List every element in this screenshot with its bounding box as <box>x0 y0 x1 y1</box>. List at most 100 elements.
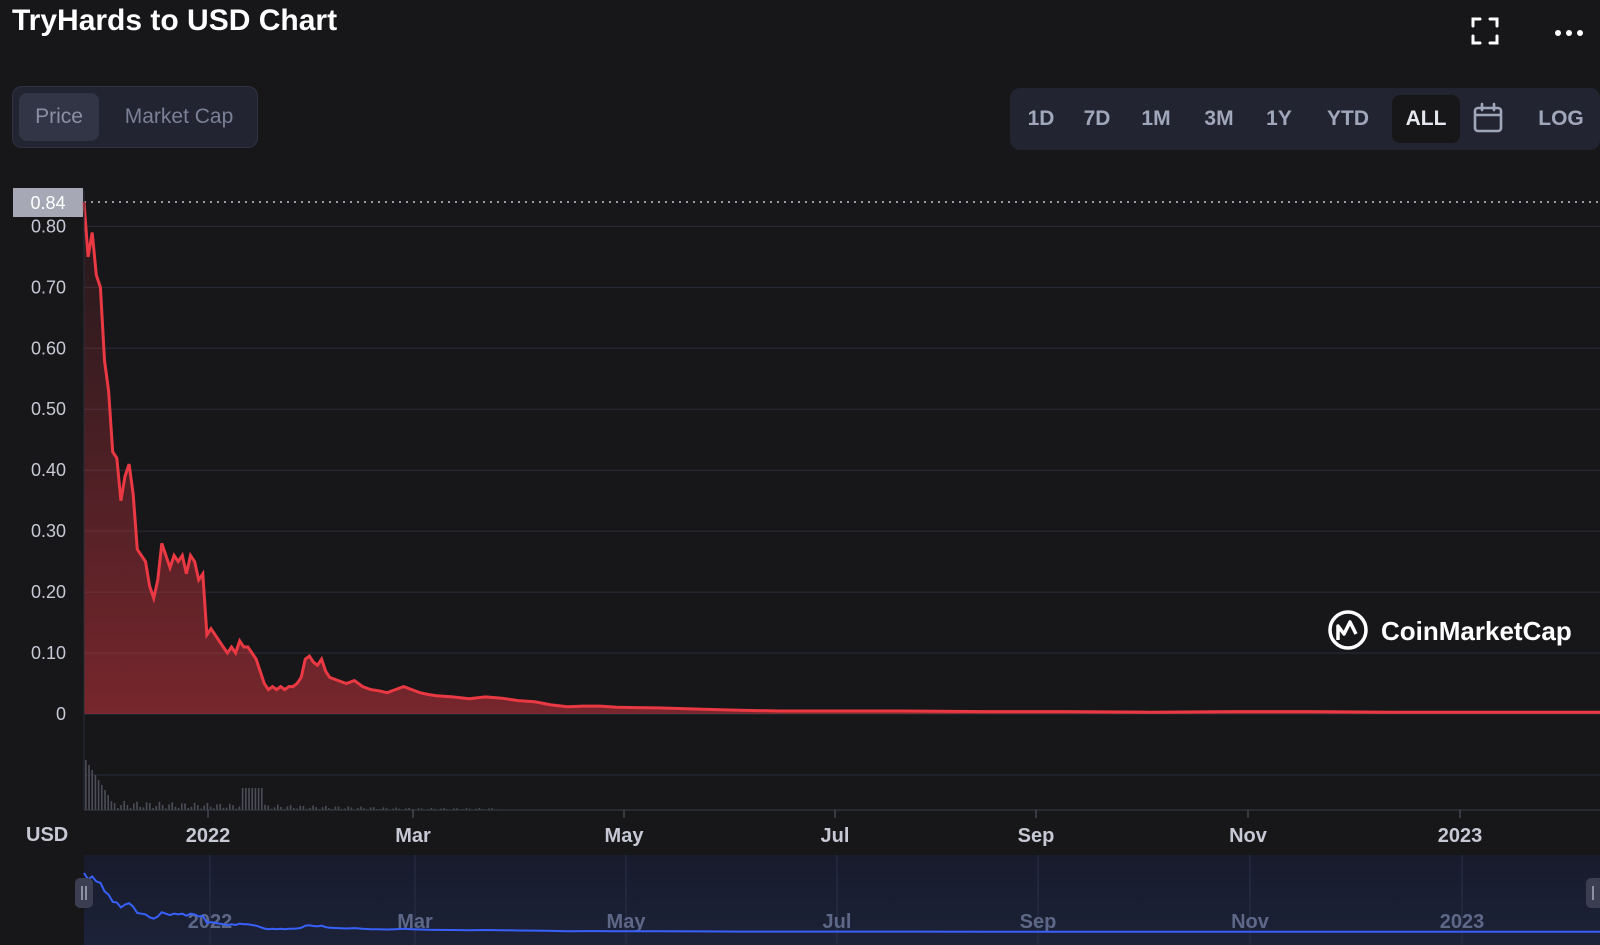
navigator-label: Jul <box>823 911 852 933</box>
range-7d[interactable]: 7D <box>1083 107 1111 130</box>
y-tick-label: 0.20 <box>31 582 66 602</box>
volume-bar <box>475 808 477 810</box>
fullscreen-icon[interactable] <box>1470 16 1500 46</box>
volume-bar <box>277 804 279 810</box>
x-tick-label: Sep <box>1018 825 1055 847</box>
y-tick-label: 0.80 <box>31 216 66 236</box>
volume-bar <box>478 808 481 810</box>
volume-bar <box>200 808 202 810</box>
y-unit-label: USD <box>26 824 68 846</box>
price-area-fill <box>84 202 1600 714</box>
volume-bar <box>184 803 186 810</box>
volume-bar <box>421 808 423 810</box>
grid-lines <box>84 225 1600 776</box>
calendar-icon[interactable] <box>1472 102 1504 134</box>
volume-bar <box>171 802 173 810</box>
volume-bar <box>363 808 365 810</box>
volume-bar <box>312 805 314 810</box>
volume-bar <box>222 807 225 810</box>
navigator-labels: 2022 Mar May Jul Sep Nov 2023 <box>188 911 1485 933</box>
navigator-label: May <box>607 911 647 933</box>
y-tick-label: 0.50 <box>31 399 66 419</box>
volume-bar <box>315 807 317 810</box>
volume-bar <box>270 808 273 810</box>
volume-bar <box>113 802 116 810</box>
volume-bar <box>149 803 151 810</box>
volume-bar <box>235 808 237 810</box>
x-tick-label: May <box>605 825 645 847</box>
volume-bar <box>129 808 132 810</box>
volume-bar <box>405 808 407 810</box>
volume-bar <box>273 807 276 810</box>
more-icon[interactable] <box>1554 16 1584 46</box>
volume-bar <box>203 805 205 810</box>
y-tick-label: 0.10 <box>31 643 66 663</box>
volume-bar <box>296 808 298 810</box>
volume-bar <box>267 805 269 810</box>
volume-bar <box>299 805 301 810</box>
volume-bar <box>206 802 209 810</box>
volume-bar <box>120 805 122 810</box>
volume-bar <box>174 806 177 810</box>
volume-bar <box>193 802 196 810</box>
volume-bar <box>373 807 375 810</box>
volume-bar <box>101 785 103 810</box>
volume-bar <box>325 805 327 810</box>
volume-bar <box>264 804 266 810</box>
range-1d[interactable]: 1D <box>1027 107 1055 130</box>
volume-bar <box>360 806 362 810</box>
volume-bar <box>395 807 397 810</box>
volume-bar <box>334 806 337 810</box>
volume-bar <box>305 808 308 810</box>
price-line-series <box>82 201 1600 714</box>
x-tick-label: 2022 <box>186 825 231 847</box>
volume-bar <box>139 806 141 810</box>
volume-bar <box>289 805 292 810</box>
volume-bar <box>142 807 145 810</box>
x-tick-label: Mar <box>395 825 431 847</box>
range-all[interactable]: ALL <box>1392 95 1460 143</box>
volume-bar <box>216 804 218 810</box>
y-tick-label: 0 <box>56 704 66 724</box>
volume-bar <box>85 760 87 810</box>
volume-bar <box>257 788 260 810</box>
volume-bar <box>398 808 401 810</box>
volume-bar <box>309 807 311 810</box>
volume-bar <box>126 804 129 810</box>
range-1y[interactable]: 1Y <box>1266 107 1292 130</box>
range-selector: 1D 7D 1M 3M 1Y YTD ALL LOG <box>1010 88 1600 150</box>
navigator-label: Mar <box>397 911 433 933</box>
volume-bar <box>382 807 385 810</box>
volume-bar <box>152 808 154 810</box>
volume-bar <box>328 808 330 810</box>
volume-bar <box>341 808 343 810</box>
volume-bar <box>321 807 324 810</box>
volume-bar <box>491 808 493 810</box>
volume-bar <box>337 806 340 810</box>
range-1m[interactable]: 1M <box>1141 107 1171 130</box>
volume-bar <box>456 808 458 810</box>
volume-bar <box>213 808 215 810</box>
volume-bar <box>293 808 295 810</box>
volume-bar <box>104 790 106 810</box>
volume-bar <box>417 808 420 810</box>
navigator-handle-left[interactable] <box>75 878 93 908</box>
volume-bar <box>344 808 346 810</box>
navigator-grid <box>209 855 1463 945</box>
volume-bars <box>85 760 500 810</box>
volume-bar <box>430 808 433 810</box>
volume-bar <box>110 801 113 810</box>
log-toggle[interactable]: LOG <box>1538 107 1584 130</box>
volume-bar <box>136 801 138 810</box>
volume-bar <box>145 802 148 810</box>
range-3m[interactable]: 3M <box>1204 107 1234 130</box>
volume-bar <box>190 806 193 810</box>
marketcap-tab[interactable]: Market Cap <box>124 105 234 128</box>
volume-bar <box>440 808 442 810</box>
range-ytd[interactable]: YTD <box>1327 107 1369 130</box>
volume-bar <box>219 803 221 810</box>
price-tab[interactable]: Price <box>19 93 99 141</box>
range-navigator[interactable] <box>84 855 1600 945</box>
volume-bar <box>369 807 372 810</box>
volume-bar <box>248 788 250 810</box>
